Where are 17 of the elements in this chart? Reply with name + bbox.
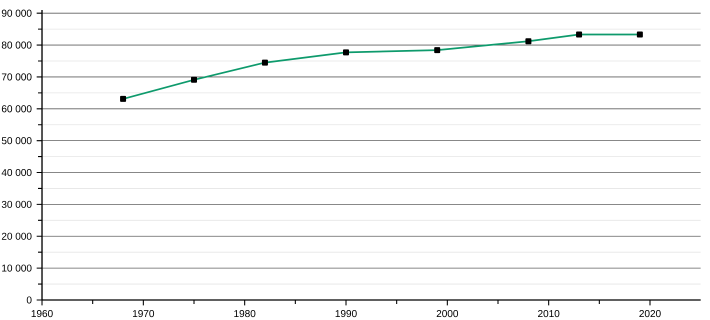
y-tick-label: 90 000 (2, 10, 32, 17)
x-tick-label: 2020 (639, 310, 661, 318)
y-tick-label: 40 000 (2, 168, 32, 176)
y-tick-label: 70 000 (2, 73, 32, 80)
y-tick-label: 60 000 (2, 105, 32, 112)
y-tick-label: 0 (26, 296, 32, 304)
y-tick-label: 30 000 (2, 200, 32, 208)
x-tick-label: 2000 (436, 310, 458, 318)
x-tick-label: 2010 (538, 310, 560, 318)
y-tick-label: 80 000 (2, 42, 32, 49)
x-tick-label: 1980 (234, 310, 256, 318)
x-tick-label: 1990 (336, 310, 357, 318)
x-tick-label: 1960 (32, 310, 53, 318)
y-tick-label: 10 000 (2, 264, 32, 272)
y-tick-label: 50 000 (2, 137, 32, 144)
y-tick-label: 20 000 (2, 232, 32, 240)
x-tick-label: 1970 (132, 310, 154, 318)
